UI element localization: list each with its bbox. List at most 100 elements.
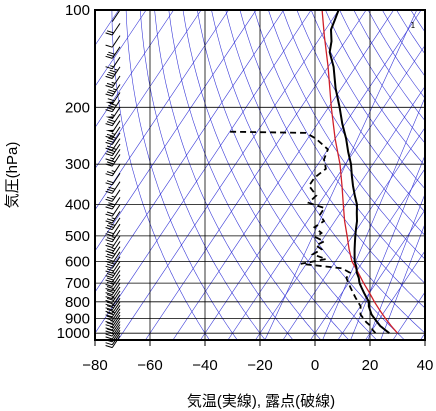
dry-adiabat-line: [111, 10, 210, 340]
wind-barb: [105, 290, 121, 303]
wind-barb-flag: [106, 328, 114, 332]
wind-barb-flag: [106, 139, 114, 143]
mixing-ratio-label: 1: [410, 21, 415, 30]
wind-barb: [105, 99, 121, 113]
wind-barb-flag: [106, 268, 114, 272]
dry-adiabat-line: [211, 10, 405, 340]
wind-barb-flag: [106, 211, 114, 215]
wind-barb-flag: [106, 305, 114, 309]
wind-barb-flag: [105, 66, 113, 70]
isotherm-line: [95, 10, 284, 293]
wind-barb: [105, 311, 121, 325]
wind-barb: [105, 143, 121, 157]
wind-barb-flag: [105, 123, 113, 127]
dry-adiabat-line: [140, 10, 266, 340]
wind-barb: [105, 324, 121, 337]
y-tick-label: 700: [65, 275, 90, 292]
mixing-ratio-line: [322, 96, 425, 340]
wind-barb-flag: [105, 292, 113, 296]
wind-barb: [105, 211, 121, 224]
wind-barb-staff: [111, 9, 121, 22]
wind-barb-flag: [105, 198, 113, 202]
wind-barbs: [105, 9, 121, 349]
x-tick-label: 20: [362, 357, 379, 374]
wind-barb-flag: [106, 297, 114, 301]
wind-barb-flag: [105, 163, 113, 167]
wind-barb: [105, 84, 121, 97]
wind-barb: [105, 120, 121, 133]
wind-barb-flag: [105, 303, 113, 307]
wind-barb: [105, 172, 121, 186]
wind-barb: [105, 223, 121, 237]
wind-barb-flag: [108, 137, 116, 141]
x-tick-label: 0: [311, 357, 319, 374]
wind-barb-flag: [106, 196, 114, 200]
y-tick-label: 800: [65, 294, 90, 311]
wind-barb-flag: [106, 30, 114, 34]
wind-barb-half-flag: [110, 157, 114, 160]
isotherm-line: [117, 10, 339, 340]
reference-profile-line: [321, 10, 398, 334]
wind-barb: [105, 246, 121, 259]
wind-barb-half-flag: [111, 195, 116, 198]
wind-barb-flag: [105, 279, 113, 283]
wind-barb-flag: [106, 277, 114, 281]
wind-barb-flag: [106, 73, 114, 77]
wind-barb: [105, 308, 121, 321]
wind-barb: [105, 305, 121, 318]
wind-barb-flag: [106, 161, 114, 165]
y-axis-title: 気圧(hPa): [4, 142, 21, 209]
wind-barb: [105, 75, 121, 89]
wind-barb-flag: [106, 308, 114, 312]
wind-barb-flag: [105, 317, 113, 321]
wind-barb-flag: [106, 286, 114, 290]
wind-barb-flag: [105, 173, 113, 177]
wind-barb: [105, 197, 121, 210]
wind-barb-flag: [105, 310, 113, 314]
dry-adiabat-line: [310, 10, 425, 190]
wind-barb-flag: [106, 121, 114, 125]
wind-barb-flag: [106, 281, 114, 285]
dewpoint-line: [229, 130, 377, 334]
wind-barb-flag: [108, 104, 116, 108]
wind-barb: [105, 217, 121, 231]
wind-barb-flag: [106, 312, 114, 316]
wind-barb-staff: [111, 335, 121, 348]
dry-adiabat-line: [154, 10, 294, 340]
y-tick-label: 200: [65, 99, 90, 116]
wind-barb: [105, 278, 121, 292]
wind-barb-flag: [106, 258, 114, 262]
x-tick-label: −80: [82, 357, 107, 374]
wind-barb: [105, 261, 121, 274]
wind-barb-flag: [105, 265, 113, 269]
isotherm-line: [95, 10, 257, 252]
wind-barb-flag: [105, 182, 113, 186]
wind-barb-flag: [105, 93, 113, 97]
wind-barb-half-flag: [110, 332, 114, 335]
wind-barb-flag: [105, 307, 113, 311]
wind-barb: [105, 298, 121, 311]
wind-barb-flag: [105, 288, 113, 292]
wind-barb-flag: [105, 270, 113, 274]
wind-barb-flag: [109, 135, 117, 139]
x-tick-labels: −80 −60 −40 −20 0 20 40: [82, 357, 433, 374]
dry-adiabat-line: [268, 10, 425, 260]
wind-barb-flag: [105, 220, 113, 224]
wind-barb-flag: [105, 342, 113, 346]
wind-barb: [105, 335, 121, 349]
wind-barb-flag: [108, 222, 116, 226]
wind-barb-flag: [106, 188, 114, 192]
wind-barb-half-flag: [111, 272, 116, 274]
wind-barb-pennant: [105, 129, 114, 133]
wind-barb-flag: [105, 55, 113, 59]
y-tick-label: 600: [65, 254, 90, 271]
isotherm-line: [95, 10, 312, 334]
wind-barb-flag: [106, 322, 114, 326]
isotherm-line: [95, 10, 147, 88]
y-tick-label: 500: [65, 228, 90, 245]
wind-barb-half-flag: [112, 147, 117, 150]
wind-barb-flag: [105, 227, 113, 231]
wind-barb: [105, 154, 121, 167]
wind-barb: [105, 92, 121, 105]
wind-barb-flag: [107, 98, 115, 102]
